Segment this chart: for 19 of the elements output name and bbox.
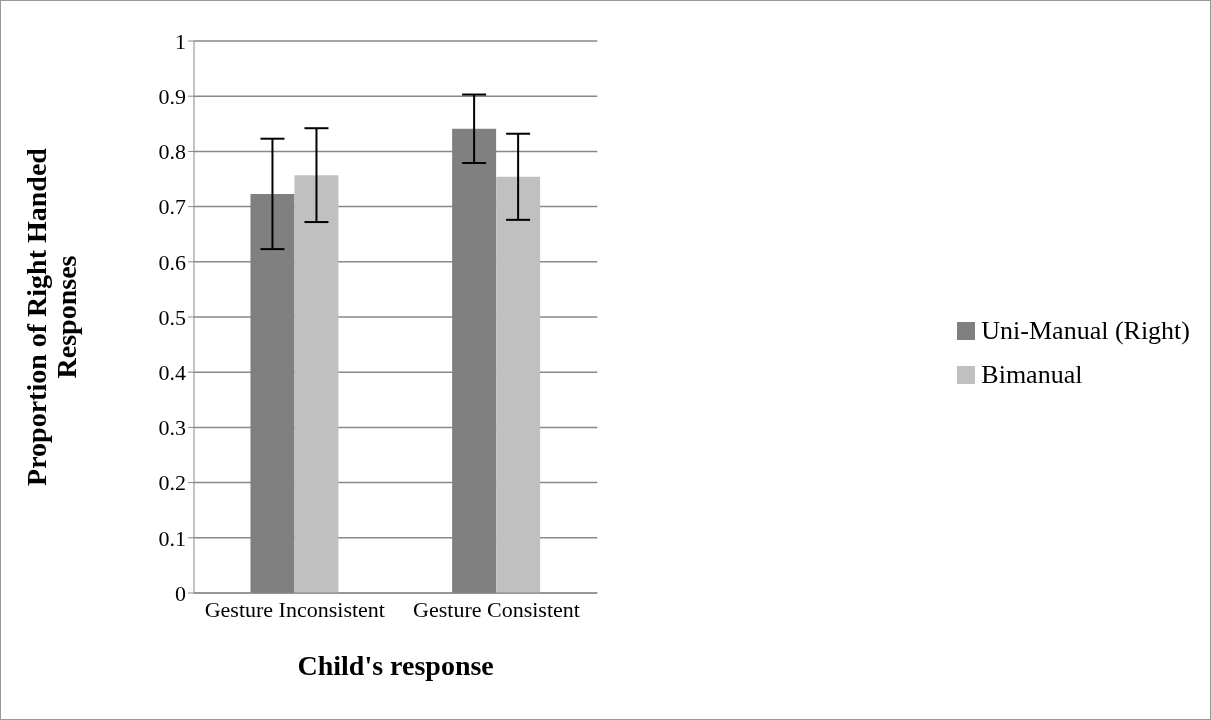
y-tick-label: 1 <box>175 28 186 54</box>
bar <box>496 176 541 593</box>
y-tick-label: 0.8 <box>158 139 186 165</box>
legend-label: Uni-Manual (Right) <box>981 316 1190 346</box>
y-tick-label: 0.1 <box>158 525 186 551</box>
y-tick-label: 0.9 <box>158 84 186 110</box>
y-tick-label: 0.5 <box>158 304 186 330</box>
y-tick-label: 0.6 <box>158 249 186 275</box>
y-axis-title: Proportion of Right Handed Responses <box>21 147 82 486</box>
y-tick-label: 0 <box>175 580 186 606</box>
legend-label: Bimanual <box>981 360 1083 390</box>
y-tick-label: 0.2 <box>158 470 186 496</box>
x-tick-label: Gesture Consistent <box>413 596 580 622</box>
y-tick-label: 0.3 <box>158 415 186 441</box>
x-tick-label: Gesture Inconsistent <box>204 596 385 622</box>
x-axis-title: Child's response <box>297 650 494 681</box>
y-tick-label: 0.4 <box>158 360 186 386</box>
y-tick-label: 0.7 <box>158 194 186 220</box>
bar <box>294 175 339 593</box>
